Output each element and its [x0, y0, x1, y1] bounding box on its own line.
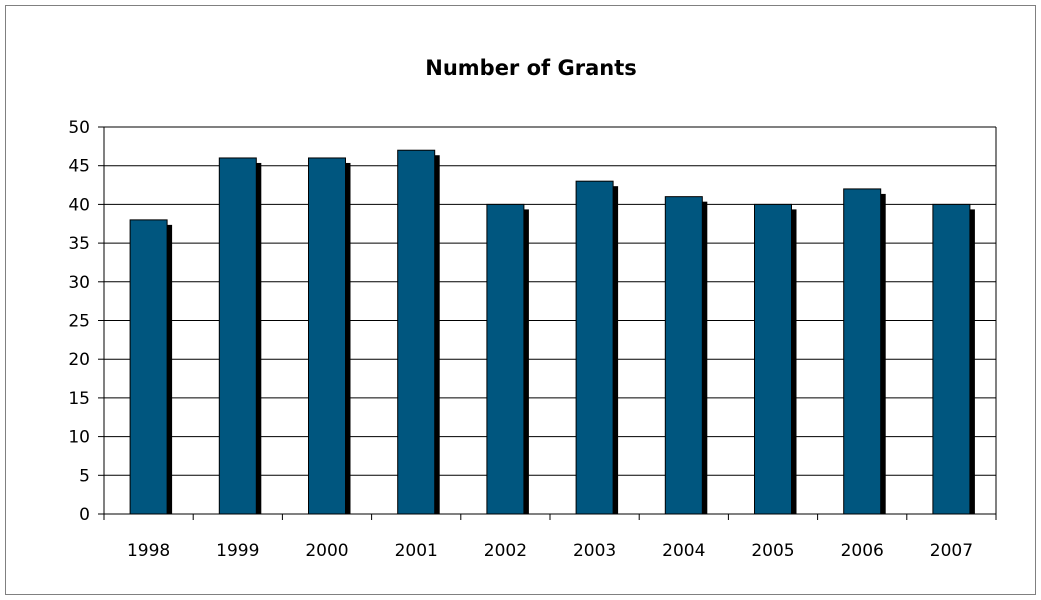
bar: [308, 157, 346, 515]
y-tick-label: 10: [68, 428, 90, 448]
x-tick-label: 2000: [305, 541, 348, 561]
y-tick-label: 5: [79, 466, 90, 486]
x-axis-ticks: 1998 1999 2000 2001 2002 2003 2004 2005 2006 2007: [127, 541, 973, 561]
y-tick-label: 50: [68, 118, 90, 138]
bar: [843, 188, 882, 515]
bar: [664, 196, 703, 515]
axes: [98, 126, 997, 520]
x-tick-label: 2005: [751, 541, 794, 561]
y-tick-label: 20: [68, 350, 90, 370]
bars: [129, 149, 975, 515]
y-tick-label: 30: [68, 273, 90, 293]
bar: [397, 149, 436, 515]
x-tick-label: 2004: [662, 541, 705, 561]
bar: [486, 203, 525, 515]
bar: [575, 180, 614, 515]
chart-title: Number of Grants: [425, 56, 636, 80]
x-tick-label: 2002: [484, 541, 527, 561]
bar: [218, 157, 257, 515]
x-tick-label: 1998: [127, 541, 170, 561]
x-tick-label: 2003: [573, 541, 616, 561]
bar: [932, 203, 971, 515]
y-tick-label: 25: [68, 312, 90, 332]
y-tick-label: 35: [68, 234, 90, 254]
x-tick-label: 2007: [930, 541, 973, 561]
bar: [754, 203, 792, 515]
y-tick-label: 0: [79, 505, 90, 525]
y-tick-label: 15: [68, 389, 90, 409]
y-axis-ticks: 0 5 10 15 20 25 30 35 40 45 50: [68, 118, 90, 525]
bar: [129, 219, 168, 515]
x-tick-label: 1999: [216, 541, 259, 561]
y-tick-label: 45: [68, 157, 90, 177]
x-tick-label: 2001: [395, 541, 438, 561]
x-tick-label: 2006: [841, 541, 884, 561]
y-tick-label: 40: [68, 195, 90, 215]
